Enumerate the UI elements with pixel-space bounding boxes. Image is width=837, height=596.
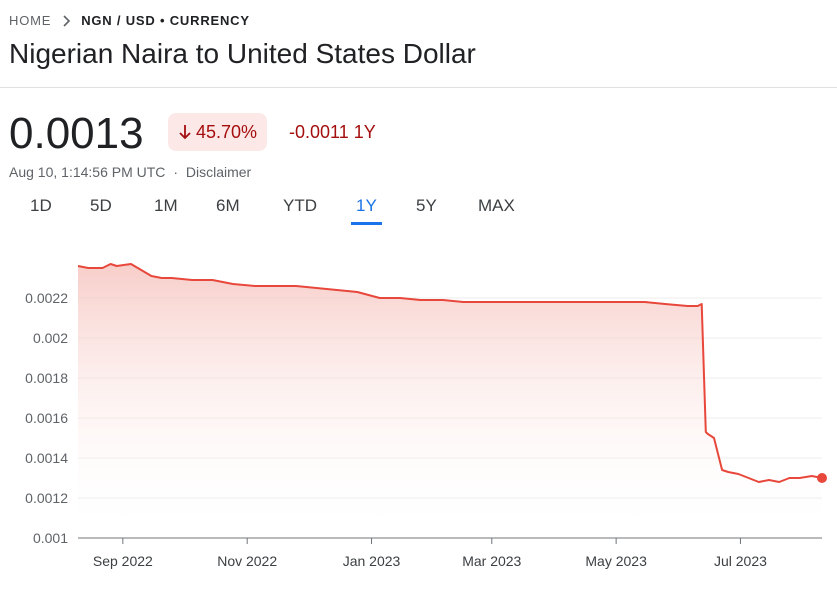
y-tick-label: 0.002: [33, 330, 68, 346]
chevron-right-icon: [63, 14, 71, 27]
tab-1y[interactable]: 1Y: [351, 196, 382, 225]
tab-1m[interactable]: 1M: [154, 196, 178, 215]
change-percent-value: 45.70%: [196, 121, 258, 142]
page-title: Nigerian Naira to United States Dollar: [9, 38, 476, 69]
series-area-fill: [78, 264, 822, 538]
change-percent-badge: 45.70%: [168, 113, 268, 151]
y-axis: 0.001 0.0012 0.0014 0.0016 0.0018 0.002 0.0022: [25, 290, 68, 546]
y-tick-label: 0.0014: [25, 450, 68, 466]
breadcrumb-current: NGN / USD • CURRENCY: [81, 13, 250, 28]
disclaimer-link[interactable]: Disclaimer: [185, 164, 252, 180]
meta-separator: ·: [173, 164, 178, 180]
current-price: 0.0013: [9, 109, 144, 158]
x-axis: Sep 2022 Nov 2022 Jan 2023 Mar 2023 May 2023…: [93, 538, 767, 569]
tab-1d[interactable]: 1D: [30, 196, 52, 215]
x-tick-label: May 2023: [585, 553, 647, 569]
last-value-dot: [817, 473, 827, 483]
breadcrumb: HOME NGN / USD • CURRENCY: [9, 13, 250, 28]
y-tick-label: 0.001: [33, 530, 68, 546]
price-chart[interactable]: 0.001 0.0012 0.0014 0.0016 0.0018 0.002 0.0022…: [0, 240, 837, 596]
tab-max[interactable]: MAX: [478, 196, 515, 215]
x-tick-label: Jan 2023: [343, 553, 401, 569]
x-tick-label: Mar 2023: [462, 553, 521, 569]
x-tick-label: Nov 2022: [217, 553, 277, 569]
breadcrumb-home-link[interactable]: HOME: [9, 13, 52, 28]
arrow-down-icon: [179, 125, 191, 140]
y-tick-label: 0.0012: [25, 490, 68, 506]
range-tabs: 1D 5D 1M 6M YTD 1Y 5Y MAX: [0, 196, 560, 226]
tab-5d[interactable]: 5D: [90, 196, 112, 215]
tab-ytd[interactable]: YTD: [283, 196, 317, 215]
change-absolute: -0.0011 1Y: [289, 122, 376, 142]
y-tick-label: 0.0016: [25, 410, 68, 426]
quote-meta: Aug 10, 1:14:56 PM UTC · Disclaimer: [9, 164, 251, 180]
tab-5y[interactable]: 5Y: [416, 196, 437, 215]
x-tick-label: Jul 2023: [714, 553, 767, 569]
series-line: [77, 263, 823, 483]
y-tick-label: 0.0018: [25, 370, 68, 386]
header-divider: [0, 87, 837, 88]
x-tick-label: Sep 2022: [93, 553, 153, 569]
tab-6m[interactable]: 6M: [216, 196, 240, 215]
quote-timestamp: Aug 10, 1:14:56 PM UTC: [9, 164, 166, 180]
y-tick-label: 0.0022: [25, 290, 68, 306]
